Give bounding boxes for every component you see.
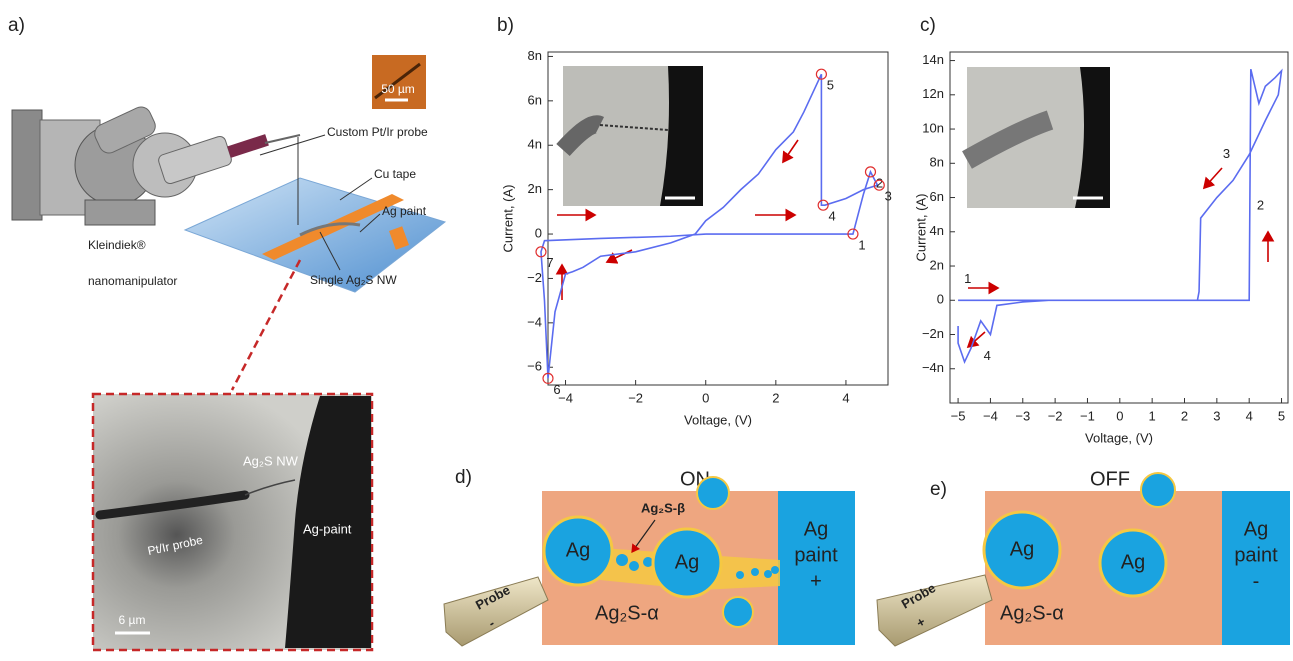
x-tick-label: 0 [1116, 408, 1123, 423]
x-axis-title: Voltage, (V) [1085, 430, 1153, 445]
phase-label: Ag₂S-α [595, 602, 659, 624]
phase-label: Ag₂S-β [641, 500, 685, 515]
x-tick-label: −5 [951, 408, 966, 423]
panel-label: d) [455, 467, 472, 488]
y-tick-label: 10n [922, 120, 944, 135]
y-tick-label: 0 [937, 292, 944, 307]
y-tick-label: 2n [930, 257, 944, 272]
insets [563, 66, 1110, 208]
x-tick-label: −2 [628, 390, 643, 405]
x-tick-label: −4 [983, 408, 998, 423]
point-label: 2 [1257, 198, 1264, 213]
ag-particle [697, 477, 729, 509]
scale-label: 50 µm [381, 82, 415, 96]
x-tick-label: −2 [1048, 408, 1063, 423]
particle-label: Ag [566, 539, 590, 561]
point-label: 3 [885, 189, 892, 204]
panel-label: a) [8, 15, 25, 36]
annotation: Custom Pt/Ir probe [327, 125, 428, 139]
particle-label: Ag [1010, 538, 1034, 560]
y-tick-label: 2n [528, 181, 542, 196]
arrow [1204, 168, 1222, 188]
figure: a) 50 µm Custom Pt/Ir probe Cu tape Ag p… [0, 0, 1293, 656]
electrode-label: paint [1234, 544, 1278, 566]
ag-particle [1141, 473, 1175, 507]
y-tick-label: 4n [528, 137, 542, 152]
x-axis-title: Voltage, (V) [684, 412, 752, 427]
ag-particle [723, 597, 753, 627]
y-tick-label: −2n [922, 326, 944, 341]
y-tick-label: −4n [922, 360, 944, 375]
point-label: 2 [876, 175, 883, 190]
x-tick-label: 3 [1213, 408, 1220, 423]
y-tick-label: 6n [528, 92, 542, 107]
y-tick-label: 14n [922, 52, 944, 67]
annotation: Kleindiek® [88, 238, 146, 252]
y-tick-label: −4 [527, 314, 542, 329]
panel-label: c) [920, 15, 936, 36]
point-label: 1 [858, 237, 865, 252]
electrode-label: - [1253, 570, 1260, 592]
annotation: Single Ag₂S NW [310, 273, 397, 287]
zoom-line [232, 260, 300, 390]
electrode-label: Ag [1244, 518, 1268, 540]
x-tick-label: −1 [1080, 408, 1095, 423]
point-label: 7 [546, 255, 553, 270]
annotation: Ag paint [382, 204, 427, 218]
point-label: 4 [829, 209, 836, 224]
annotation: nanomanipulator [88, 274, 177, 288]
annotation: Cu tape [374, 167, 416, 181]
y-tick-label: −6 [527, 359, 542, 374]
x-tick-label: 2 [772, 390, 779, 405]
y-axis-title: Current, (A) [500, 185, 515, 253]
x-tick-label: 1 [1149, 408, 1156, 423]
y-tick-label: 6n [930, 189, 944, 204]
scale-label: 6 µm [119, 613, 146, 627]
particle-label: Ag [1121, 551, 1145, 573]
point-label: 4 [984, 348, 991, 363]
probe [877, 575, 992, 646]
point-label: 5 [827, 78, 834, 93]
panel-label: b) [497, 15, 514, 36]
panel-label: e) [930, 479, 947, 500]
particle-label: Ag [675, 551, 699, 573]
arrow [607, 250, 632, 262]
y-tick-label: −2 [527, 270, 542, 285]
x-tick-label: 5 [1278, 408, 1285, 423]
point-label: 1 [964, 271, 971, 286]
electrode [778, 491, 855, 645]
arrow [783, 140, 798, 162]
x-tick-label: −3 [1015, 408, 1030, 423]
state-label: OFF [1090, 468, 1130, 490]
electrode-label: + [810, 570, 822, 592]
y-tick-label: 0 [535, 225, 542, 240]
x-tick-label: 2 [1181, 408, 1188, 423]
electrode-label: Ag [804, 518, 828, 540]
phase-label: Ag₂S-α [1000, 602, 1064, 624]
electrode-label: paint [794, 544, 838, 566]
y-tick-label: 12n [922, 86, 944, 101]
x-tick-label: 4 [1246, 408, 1253, 423]
y-tick-label: 4n [930, 223, 944, 238]
y-axis-title: Current, (A) [913, 194, 928, 262]
annotation: Ag-paint [303, 521, 352, 536]
point-label: 3 [1223, 146, 1230, 161]
x-tick-label: 4 [842, 390, 849, 405]
x-tick-label: 0 [702, 390, 709, 405]
leader [260, 135, 325, 155]
y-tick-label: 8n [930, 155, 944, 170]
point-label: 6 [553, 382, 560, 397]
annotation: Ag₂S NW [243, 453, 299, 468]
electrode [1222, 491, 1290, 645]
y-tick-label: 8n [528, 48, 542, 63]
